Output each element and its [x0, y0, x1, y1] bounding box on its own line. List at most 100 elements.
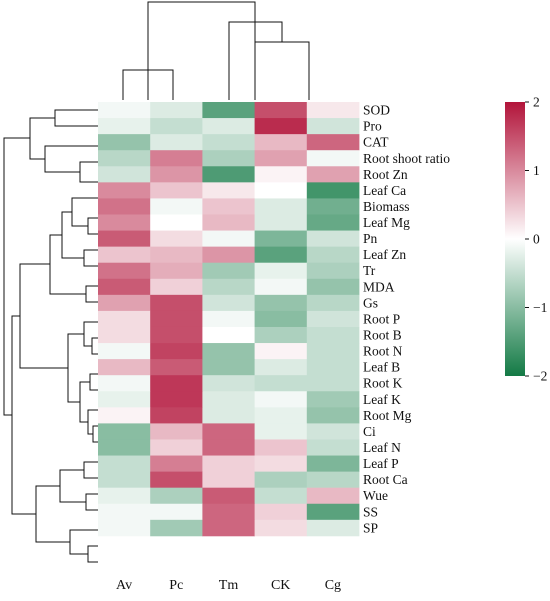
- cell-root-n-pc: [150, 343, 203, 360]
- row-label-sp: SP: [363, 520, 378, 535]
- cell-sp-ck: [254, 519, 308, 537]
- cell-root-ca-ck: [254, 471, 308, 489]
- row-label-tr: Tr: [363, 263, 376, 278]
- cell-sod-pc: [150, 102, 203, 119]
- row-label-sod: SOD: [363, 103, 390, 118]
- cell-leaf-b-tm: [202, 359, 255, 376]
- row-label-biomass: Biomass: [363, 199, 410, 214]
- cell-leaf-p-tm: [202, 455, 255, 473]
- cell-leaf-zn-pc: [150, 246, 203, 264]
- row-label-wue: Wue: [363, 488, 388, 503]
- cell-mda-pc: [150, 278, 203, 296]
- row-label-root-ca: Root Ca: [363, 472, 408, 487]
- cell-mda-ck: [254, 278, 308, 296]
- cell-ss-pc: [150, 503, 203, 521]
- cell-leaf-ca-pc: [150, 182, 203, 199]
- cell-ss-ck: [254, 503, 308, 521]
- cell-root-n-cg: [306, 343, 360, 360]
- cell-leaf-k-pc: [150, 391, 203, 408]
- cell-root-shoot-ratio-tm: [202, 150, 255, 167]
- cell-leaf-b-av: [98, 359, 151, 376]
- row-dendrogram-rootp-rootb: [91, 337, 98, 355]
- row-dendrogram-ci-leafn: [83, 461, 98, 479]
- cell-root-p-tm: [202, 310, 255, 328]
- cell-biomass-tm: [202, 198, 255, 215]
- column-label-ck: CK: [271, 578, 290, 593]
- cell-pro-tm: [202, 118, 255, 135]
- row-dendrogram-top-cluster: [29, 117, 55, 160]
- colorbar-tick-label: −1: [533, 300, 547, 315]
- row-label-leaf-b: Leaf B: [363, 360, 400, 375]
- cell-leaf-p-ck: [254, 455, 308, 473]
- cell-leaf-mg-ck: [254, 214, 308, 231]
- colorbar-tick-label: −2: [533, 369, 547, 384]
- row-label-root-b: Root B: [363, 328, 402, 343]
- cell-leaf-k-ck: [254, 391, 308, 408]
- cell-leaf-ca-tm: [202, 182, 255, 199]
- cell-mda-tm: [202, 278, 255, 296]
- cell-pn-pc: [150, 230, 203, 248]
- cell-pn-av: [98, 230, 151, 248]
- row-label-leaf-zn: Leaf Zn: [363, 247, 406, 262]
- column-labels: Av Pc Tm CK Cg: [116, 578, 341, 593]
- cell-root-k-cg: [306, 375, 360, 392]
- cell-sp-av: [98, 519, 151, 537]
- heatmap-cells: [98, 102, 360, 537]
- cell-pro-ck: [254, 118, 308, 135]
- row-label-cat: CAT: [363, 135, 389, 150]
- cell-ci-av: [98, 423, 151, 440]
- cell-gs-pc: [150, 294, 203, 312]
- column-dendrogram-tm-group: [228, 21, 283, 100]
- cell-gs-av: [98, 294, 151, 312]
- column-dendrogram-root: [147, 1, 256, 100]
- row-label-leaf-mg: Leaf Mg: [363, 215, 410, 230]
- cell-leaf-mg-pc: [150, 214, 203, 231]
- row-dendrogram-leafca-group: [71, 197, 98, 227]
- row-label-pro: Pro: [363, 119, 382, 134]
- cell-mda-cg: [306, 278, 360, 296]
- row-dendrogram-leafk-rootmg: [92, 425, 98, 443]
- cell-leaf-b-ck: [254, 359, 308, 376]
- cell-root-mg-av: [98, 407, 151, 424]
- cell-sod-av: [98, 102, 151, 119]
- cell-biomass-av: [98, 198, 151, 215]
- cell-leaf-k-tm: [202, 391, 255, 408]
- cell-root-shoot-ratio-ck: [254, 150, 308, 167]
- cell-root-k-ck: [254, 375, 308, 392]
- cell-root-shoot-ratio-av: [98, 150, 151, 167]
- cell-root-k-tm: [202, 375, 255, 392]
- cell-root-b-pc: [150, 326, 203, 344]
- row-dendrogram-cat-group: [44, 145, 98, 173]
- cell-cat-cg: [306, 134, 360, 151]
- row-dendrogram-wue-group: [69, 529, 98, 555]
- row-label-leaf-ca: Leaf Ca: [363, 183, 406, 198]
- cell-tr-av: [98, 262, 151, 280]
- cell-wue-ck: [254, 487, 308, 505]
- cell-root-zn-av: [98, 166, 151, 183]
- cell-leaf-n-pc: [150, 439, 203, 456]
- cell-leaf-zn-cg: [306, 246, 360, 264]
- cell-root-b-tm: [202, 326, 255, 344]
- cell-gs-cg: [306, 294, 360, 312]
- row-label-root-p: Root P: [363, 311, 400, 326]
- cell-ci-ck: [254, 423, 308, 440]
- cell-ci-cg: [306, 423, 360, 440]
- cell-root-zn-ck: [254, 166, 308, 183]
- cell-leaf-n-ck: [254, 439, 308, 456]
- cell-leaf-b-pc: [150, 359, 203, 376]
- cell-tr-tm: [202, 262, 255, 280]
- cell-leaf-p-av: [98, 455, 151, 473]
- cell-cat-ck: [254, 134, 308, 151]
- cell-gs-tm: [202, 294, 255, 312]
- row-dendrogram-tr-mda: [85, 285, 98, 303]
- cell-root-n-tm: [202, 343, 255, 360]
- row-label-gs: Gs: [363, 295, 378, 310]
- row-label-ci: Ci: [363, 424, 376, 439]
- row-dendrogram-ss-sp: [87, 545, 98, 563]
- column-label-pc: Pc: [169, 578, 183, 593]
- cell-root-k-av: [98, 375, 151, 392]
- colorbar-tick-label: 1: [533, 163, 540, 178]
- row-label-ss: SS: [363, 504, 378, 519]
- cell-root-n-av: [98, 343, 151, 360]
